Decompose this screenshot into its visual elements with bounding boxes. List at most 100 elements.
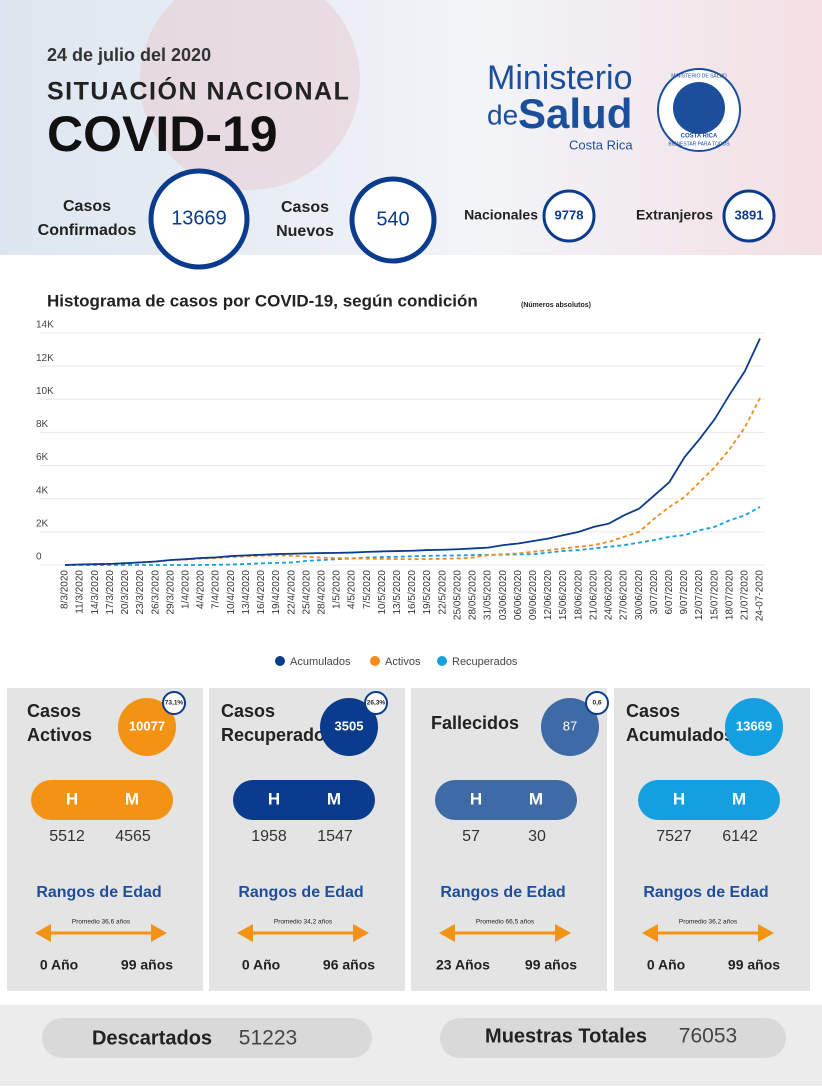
arrow-head (237, 924, 369, 942)
logo-line2a: de (487, 99, 518, 130)
card-title: Fallecidos (431, 713, 519, 733)
stat-circle (148, 168, 250, 270)
y-tick-label: 8K (36, 419, 49, 430)
card-value: 87 (563, 718, 577, 733)
card-circle (118, 698, 176, 756)
x-tick-label: 12/07/2020 (694, 570, 705, 620)
x-tick-label: 10/5/2020 (377, 570, 388, 615)
x-tick-label: 17/3/2020 (105, 570, 116, 615)
x-tick-label: 18/07/2020 (724, 570, 735, 620)
age-average: Promedio 34,2 años (274, 919, 333, 926)
x-tick-label: 15/07/2020 (709, 570, 720, 620)
age-average: Promedio 66,5 años (476, 919, 535, 926)
m-label: M (125, 789, 139, 808)
x-tick-label: 03/06/2020 (498, 570, 509, 620)
stat-label: Nacionales (464, 207, 538, 223)
x-tick-label: 3/07/2020 (649, 570, 660, 615)
card-badge (364, 691, 388, 715)
x-tick-label: 14/3/2020 (90, 570, 101, 615)
age-max: 96 años (323, 957, 375, 973)
age-max: 99 años (728, 957, 780, 973)
legend-label: Acumulados (290, 656, 351, 668)
x-tick-label: 06/06/2020 (513, 570, 524, 620)
x-tick-label: 1/4/2020 (181, 570, 192, 609)
legend-marker (437, 656, 447, 666)
m-value: 4565 (115, 828, 151, 845)
sex-pill (435, 780, 577, 820)
x-tick-label: 30/06/2020 (634, 570, 645, 620)
footer-pill (440, 1018, 786, 1058)
x-tick-label: 21/06/2020 (588, 570, 599, 620)
card-title: Casos (626, 701, 680, 721)
card-value: 10077 (129, 718, 165, 733)
x-tick-label: 7/5/2020 (362, 570, 373, 609)
x-tick-label: 10/4/2020 (226, 570, 237, 615)
x-tick-label: 20/3/2020 (120, 570, 131, 615)
x-tick-label: 31/05/2020 (483, 570, 494, 620)
y-tick-label: 10K (36, 386, 54, 397)
seal-bottom: BIENESTAR PARA TODOS (668, 141, 730, 147)
card-title: Casos (27, 701, 81, 721)
stat-circle (722, 189, 776, 243)
y-tick-label: 4K (36, 485, 49, 496)
virus-decoration (140, 0, 360, 190)
age-average: Promedio 36,6 años (72, 919, 131, 926)
age-min: 23 Años (436, 957, 490, 973)
arrow-head (642, 924, 774, 942)
x-tick-label: 29/3/2020 (165, 570, 176, 615)
h-value: 7527 (656, 828, 692, 845)
x-tick-label: 7/4/2020 (211, 570, 222, 609)
x-tick-label: 24-07-2020 (755, 570, 766, 622)
sex-pill (638, 780, 780, 820)
stat-label: Confirmados (38, 222, 137, 239)
x-tick-label: 19/5/2020 (422, 570, 433, 615)
age-max: 99 años (121, 957, 173, 973)
seal-inner (673, 82, 725, 134)
m-label: M (732, 789, 746, 808)
subtitle: SITUACIÓN NACIONAL (47, 76, 350, 106)
x-tick-label: 8/3/2020 (60, 570, 71, 609)
stat-label: Casos (281, 199, 329, 216)
x-tick-label: 21/07/2020 (740, 570, 751, 620)
h-label: H (66, 789, 78, 808)
x-tick-label: 19/4/2020 (271, 570, 282, 615)
card-circle (541, 698, 599, 756)
x-tick-label: 6/07/2020 (664, 570, 675, 615)
stat-label: Casos (63, 198, 111, 215)
m-value: 6142 (722, 828, 758, 845)
stat-value: 13669 (171, 207, 227, 229)
x-tick-label: 18/06/2020 (573, 570, 584, 620)
h-value: 57 (462, 828, 480, 845)
card-circle (320, 698, 378, 756)
x-tick-label: 23/3/2020 (135, 570, 146, 615)
x-tick-label: 12/06/2020 (543, 570, 554, 620)
y-tick-label: 0 (36, 552, 42, 563)
legend-marker (370, 656, 380, 666)
sex-pill (31, 780, 173, 820)
stat-value: 3891 (735, 207, 764, 222)
age-min: 0 Año (647, 957, 685, 973)
stat-label: Nuevos (276, 223, 334, 240)
logo-line3: Costa Rica (569, 137, 633, 152)
x-tick-label: 09/06/2020 (528, 570, 539, 620)
x-tick-label: 4/5/2020 (347, 570, 358, 609)
h-value: 5512 (49, 828, 85, 845)
card-badge-text: 26,3% (367, 700, 386, 707)
x-tick-label: 27/06/2020 (619, 570, 630, 620)
line-series (64, 338, 761, 566)
x-tick-label: 4/4/2020 (196, 570, 207, 609)
h-label: H (673, 789, 685, 808)
y-tick-label: 2K (36, 518, 49, 529)
stat-value: 9778 (555, 207, 584, 222)
card-title: Recuperados (221, 725, 335, 745)
x-tick-label: 13/4/2020 (241, 570, 252, 615)
title: COVID-19 (47, 106, 278, 162)
x-tick-label: 16/4/2020 (256, 570, 267, 615)
footer-label: Muestras Totales (485, 1025, 647, 1047)
x-tick-label: 25/4/2020 (301, 570, 312, 615)
legend-label: Activos (385, 656, 421, 668)
age-min: 0 Año (40, 957, 78, 973)
age-max: 99 años (525, 957, 577, 973)
x-tick-label: 22/5/2020 (437, 570, 448, 615)
